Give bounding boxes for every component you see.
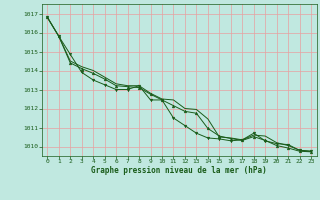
X-axis label: Graphe pression niveau de la mer (hPa): Graphe pression niveau de la mer (hPa) xyxy=(91,166,267,175)
